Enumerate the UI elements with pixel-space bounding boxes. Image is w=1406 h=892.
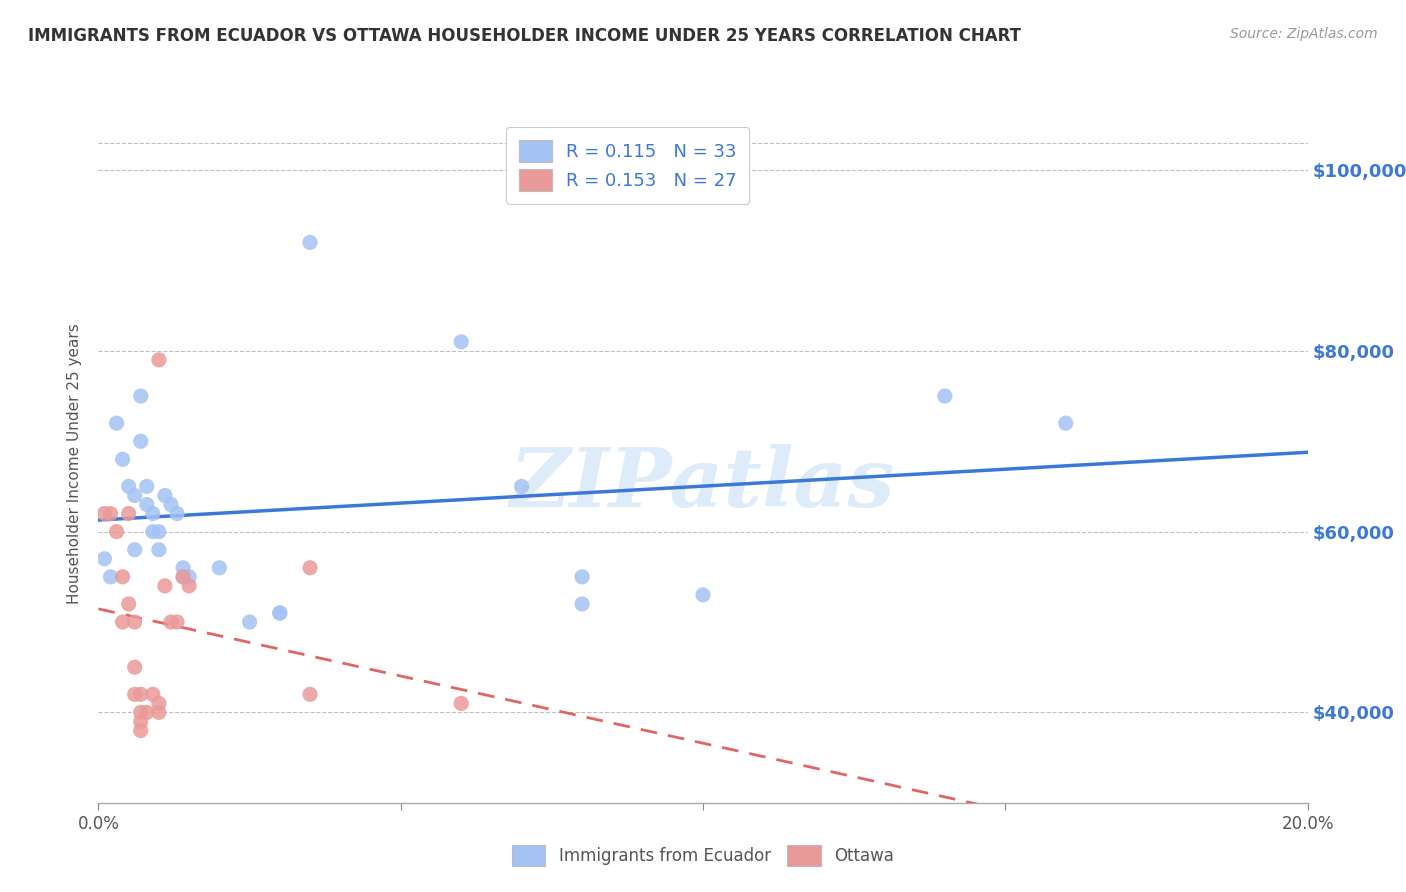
Point [148, 706, 170, 720]
Point [172, 561, 194, 575]
Point [124, 488, 146, 502]
Point [118, 597, 141, 611]
Point [160, 498, 183, 512]
Point [100, 507, 122, 521]
Point [111, 570, 134, 584]
Point [934, 389, 956, 403]
Point [692, 588, 714, 602]
Point [172, 570, 194, 584]
Point [124, 660, 146, 674]
Point [129, 687, 152, 701]
Point [105, 416, 128, 430]
Point [148, 697, 170, 711]
Point [148, 352, 170, 367]
Y-axis label: Householder Income Under 25 years: Householder Income Under 25 years [67, 324, 83, 604]
Point [166, 507, 188, 521]
Point [450, 697, 472, 711]
Point [299, 235, 322, 250]
Point [124, 542, 146, 557]
Point [269, 606, 291, 620]
Point [153, 488, 176, 502]
Point [571, 597, 593, 611]
Point [142, 507, 165, 521]
Point [111, 615, 134, 629]
Point [129, 706, 152, 720]
Point [571, 570, 593, 584]
Point [129, 714, 152, 729]
Point [142, 524, 165, 539]
Point [172, 570, 194, 584]
Point [239, 615, 262, 629]
Point [208, 561, 231, 575]
Point [148, 542, 170, 557]
Text: Source: ZipAtlas.com: Source: ZipAtlas.com [1230, 27, 1378, 41]
Point [299, 687, 322, 701]
Point [111, 452, 134, 467]
Point [179, 570, 201, 584]
Point [93, 551, 115, 566]
Point [510, 479, 533, 493]
Point [450, 334, 472, 349]
Point [93, 507, 115, 521]
Point [124, 615, 146, 629]
Point [1054, 416, 1077, 430]
Point [135, 479, 157, 493]
Point [129, 389, 152, 403]
Point [129, 434, 152, 449]
Point [166, 615, 188, 629]
Point [118, 507, 141, 521]
Text: IMMIGRANTS FROM ECUADOR VS OTTAWA HOUSEHOLDER INCOME UNDER 25 YEARS CORRELATION : IMMIGRANTS FROM ECUADOR VS OTTAWA HOUSEH… [28, 27, 1021, 45]
Point [135, 706, 157, 720]
Point [160, 615, 183, 629]
Point [148, 524, 170, 539]
Point [105, 524, 128, 539]
Legend: Immigrants from Ecuador, Ottawa: Immigrants from Ecuador, Ottawa [505, 838, 901, 872]
Point [179, 579, 201, 593]
Point [269, 606, 291, 620]
Point [129, 723, 152, 738]
Point [135, 498, 157, 512]
Point [124, 687, 146, 701]
Point [153, 579, 176, 593]
Point [142, 687, 165, 701]
Text: ZIPatlas: ZIPatlas [510, 444, 896, 524]
Point [100, 570, 122, 584]
Point [299, 561, 322, 575]
Point [118, 479, 141, 493]
